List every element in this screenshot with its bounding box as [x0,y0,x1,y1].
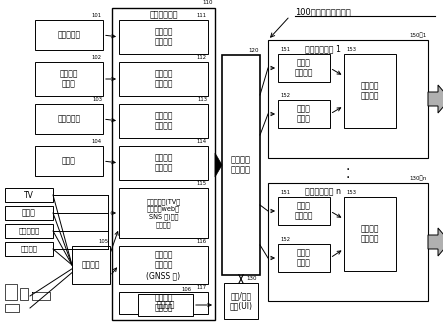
Bar [119,104,208,138]
Bar [5,242,53,256]
Text: 106: 106 [182,287,192,292]
Bar [222,55,260,275]
Polygon shape [215,153,222,177]
Text: 115: 115 [197,181,207,186]
Text: 香味输出
控制单元: 香味输出 控制单元 [231,155,251,175]
Bar [278,244,330,272]
Text: 香味输出单元 1: 香味输出单元 1 [305,44,341,54]
Text: 操作信息
获取单元: 操作信息 获取单元 [154,69,173,89]
Polygon shape [428,228,443,256]
Bar [268,183,428,301]
Text: 生物传感器: 生物传感器 [58,114,81,124]
Text: 153: 153 [346,47,356,52]
Text: 香味选择
输出单元: 香味选择 输出单元 [361,81,379,101]
Text: 香味输出单元 n: 香味输出单元 n [305,187,341,197]
Bar [35,104,103,134]
Text: 104: 104 [92,139,102,144]
Bar [5,224,53,238]
Bar [35,20,103,50]
Text: .: . [346,159,350,173]
Text: 信息获取单元: 信息获取单元 [149,10,178,20]
Text: 150－1: 150－1 [410,32,427,38]
Text: 120: 120 [249,48,259,53]
Bar [112,8,215,320]
Text: 117: 117 [197,285,207,290]
Text: 广告信息
获取单元: 广告信息 获取单元 [154,293,173,313]
Bar [35,62,103,96]
Bar [224,283,258,319]
Text: .: . [346,166,350,181]
Text: 导航系统: 导航系统 [20,246,38,252]
Text: 车辆操作
传感器: 车辆操作 传感器 [60,69,78,89]
Bar [344,54,396,128]
Text: 151: 151 [280,190,290,195]
Polygon shape [428,85,443,113]
Bar [119,62,208,96]
Bar [35,146,103,176]
Text: 112: 112 [197,55,207,60]
Text: 151: 151 [280,47,290,52]
Text: 102: 102 [92,55,102,60]
Text: 152: 152 [280,237,290,242]
Text: 111: 111 [197,13,207,18]
Bar [119,188,208,238]
Bar [119,146,208,180]
Text: 网络、广播(TV、
收音机、web、
SNS 等)信息
获取单元: 网络、广播(TV、 收音机、web、 SNS 等)信息 获取单元 [147,198,181,228]
Text: 吹风机
驱动单元: 吹风机 驱动单元 [295,201,313,221]
Text: 生物信息
获取单元: 生物信息 获取单元 [154,111,173,131]
Text: 环境传感器: 环境传感器 [58,30,81,40]
Text: TV: TV [24,191,34,199]
Bar [119,246,208,284]
Text: 收音机: 收音机 [22,209,36,217]
Text: 101: 101 [92,13,102,18]
Text: 智能电话机: 智能电话机 [18,228,39,234]
Text: 114: 114 [197,139,207,144]
Text: 130－n: 130－n [410,175,427,181]
Text: 130: 130 [246,276,257,281]
Text: 110: 110 [202,0,213,5]
Text: 流路控
制单元: 流路控 制单元 [297,104,311,124]
Text: 100香味输出控制装置: 100香味输出控制装置 [295,8,351,16]
Bar [5,284,17,300]
Text: 105: 105 [99,239,109,244]
Bar [5,188,53,202]
Bar [138,294,193,316]
Bar [278,100,330,128]
Text: 113: 113 [197,97,207,102]
Bar [119,20,208,54]
Bar [20,288,28,300]
Bar [72,246,110,284]
Text: 香味选择
输出单元: 香味选择 输出单元 [361,224,379,244]
Text: 153: 153 [346,190,356,195]
Text: 麦克风: 麦克风 [62,157,76,165]
Bar [268,40,428,158]
Bar [344,197,396,271]
Bar [278,197,330,225]
Bar [5,304,19,312]
Text: 通信单元: 通信单元 [82,261,100,269]
Text: 116: 116 [197,239,207,244]
Text: 语音信息
获取单元: 语音信息 获取单元 [154,153,173,173]
Bar [119,292,208,314]
Bar [5,206,53,220]
Text: 吹风机
驱动单元: 吹风机 驱动单元 [295,58,313,78]
Text: 环境信息
获取单元: 环境信息 获取单元 [154,27,173,47]
Text: 152: 152 [280,93,290,98]
Bar [278,54,330,82]
Text: 103: 103 [92,97,102,102]
Text: 输入/输出
单元(UI): 输入/输出 单元(UI) [229,291,253,311]
Text: 位置信息
获取单元
(GNSS 等): 位置信息 获取单元 (GNSS 等) [147,250,181,280]
Text: 流路控
制单元: 流路控 制单元 [297,248,311,268]
Text: 存储单元: 存储单元 [156,301,175,309]
